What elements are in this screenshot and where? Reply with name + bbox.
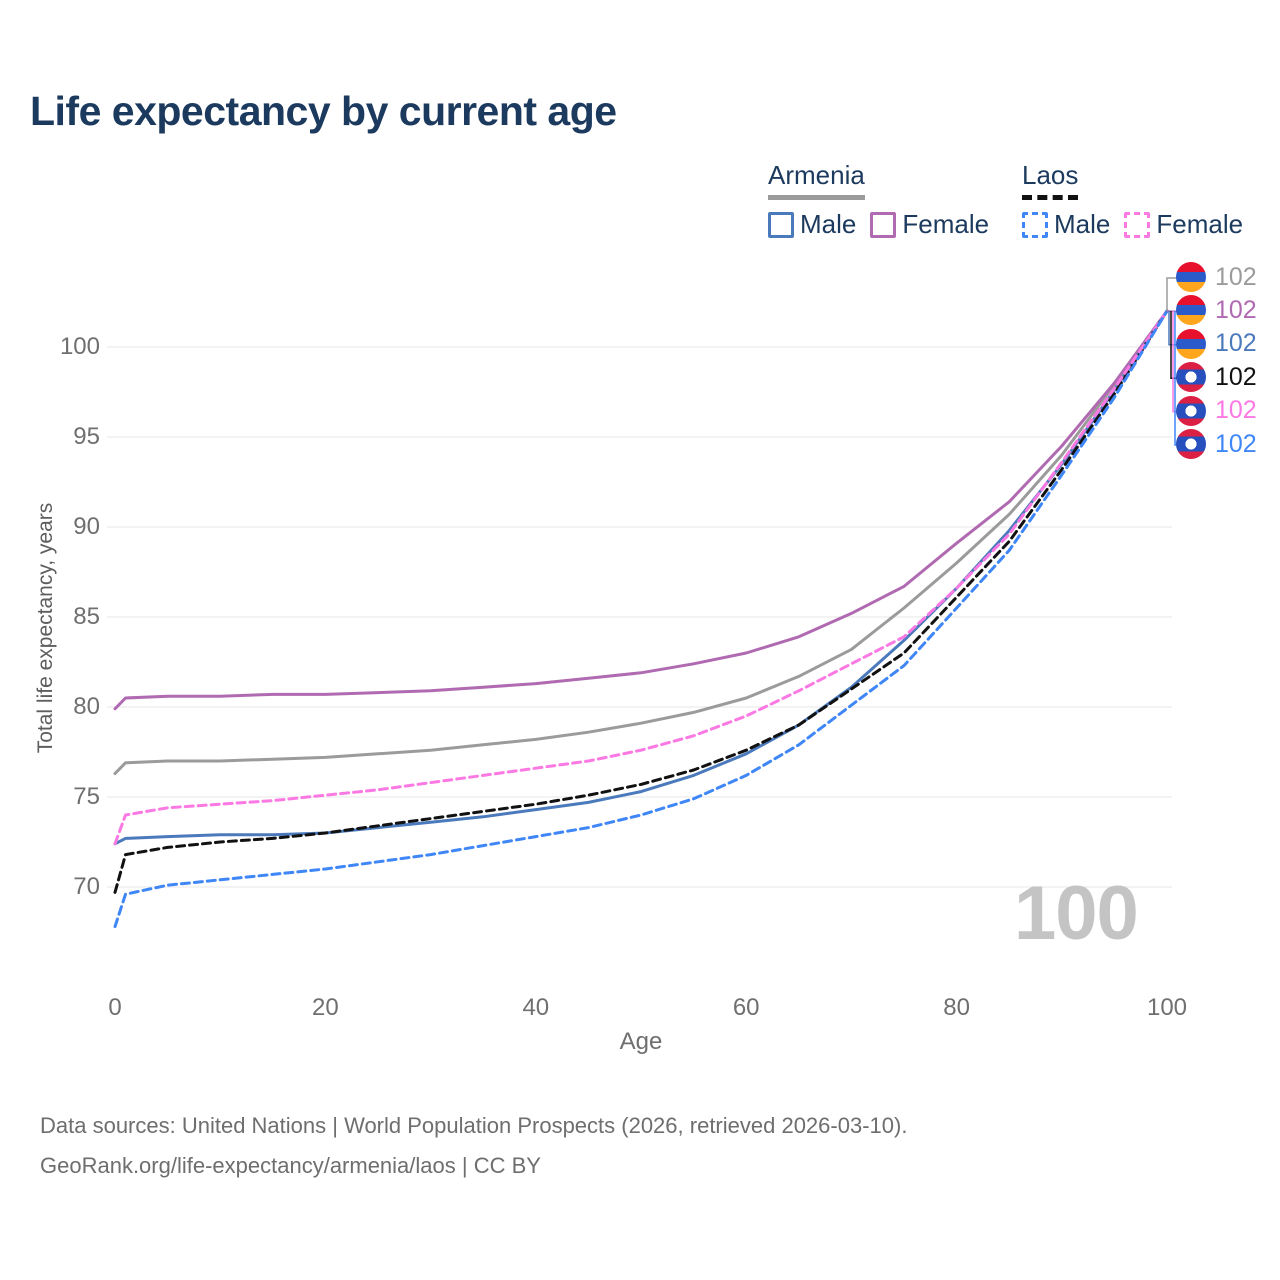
legend-item-laos-male[interactable]: Male (1022, 209, 1110, 240)
legend-country-armenia[interactable]: Armenia (768, 160, 865, 200)
footer-sources: Data sources: United Nations | World Pop… (40, 1113, 908, 1138)
legend-label-laos-female: Female (1156, 209, 1244, 239)
laos-male-swatch-icon (1022, 211, 1048, 238)
legend-items-armenia: Male Female (768, 209, 989, 240)
series-line-armenia[interactable] (113, 309, 1169, 776)
series-line-laos[interactable] (113, 309, 1169, 894)
connector-line-armenia (1166, 277, 1177, 311)
armenia-female-swatch-icon (870, 211, 897, 238)
legend-country-laos[interactable]: Laos (1022, 160, 1079, 200)
hover-age-indicator: 100 (1014, 871, 1139, 956)
footer: Data sources: United Nations | World Pop… (40, 1106, 907, 1186)
series-line-armenia-male[interactable] (113, 309, 1169, 846)
footer-link: GeoRank.org/life-expectancy/armenia/laos… (40, 1153, 541, 1178)
legend-item-armenia-male[interactable]: Male (768, 209, 856, 240)
laos-female-swatch-icon (1124, 211, 1151, 238)
legend-item-laos-female[interactable]: Female (1124, 209, 1243, 240)
legend-label-armenia-female: Female (902, 209, 990, 239)
series-line-laos-female[interactable] (113, 309, 1169, 846)
legend-group-laos: Laos Male Female (1022, 160, 1243, 240)
series-line-laos-male[interactable] (113, 309, 1169, 929)
page-title: Life expectancy by current age (30, 88, 617, 134)
series-line-armenia-female[interactable] (113, 309, 1169, 711)
legend-label-armenia-male: Male (800, 209, 857, 239)
legend-group-armenia: Armenia Male Female (768, 160, 989, 240)
legend-label-laos-male: Male (1054, 209, 1111, 239)
legend-items-laos: Male Female (1022, 209, 1243, 240)
legend-item-armenia-female[interactable]: Female (870, 209, 989, 240)
armenia-male-swatch-icon (768, 211, 794, 238)
